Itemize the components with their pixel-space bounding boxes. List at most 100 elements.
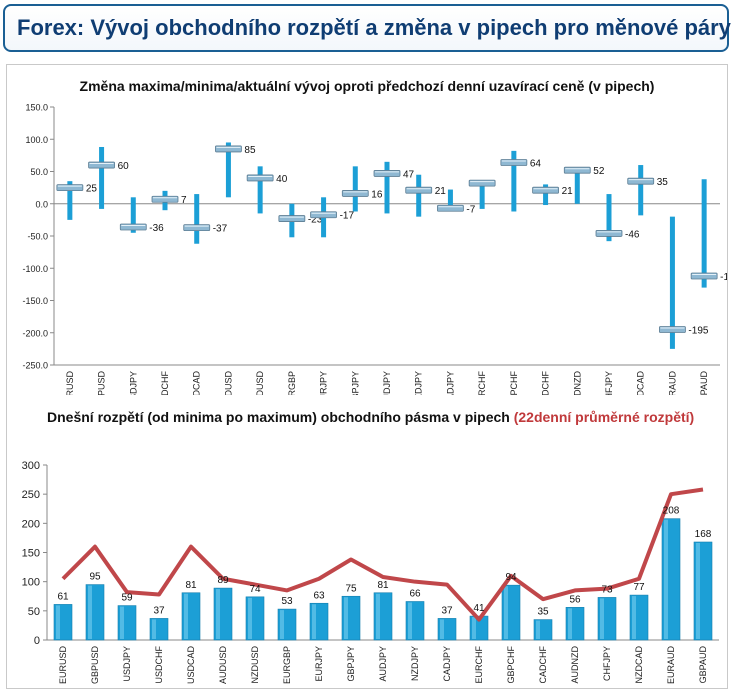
chart2-bar-highlight [536, 620, 540, 639]
chart2-bar-highlight [664, 519, 668, 639]
chart2-bar-highlight [184, 593, 188, 639]
chart1-data-label: -17 [340, 211, 355, 222]
chart1-range-bar [257, 166, 263, 214]
chart2-title-average: (22denní průměrné rozpětí) [514, 409, 694, 425]
chart2-x-tick-label: USDCAD [186, 646, 196, 685]
chart1-x-tick-label: GBPJPY [350, 371, 360, 395]
chart2-data-label: 81 [377, 580, 389, 591]
chart2-x-tick-label: GBPCHF [506, 646, 516, 684]
chart2-x-tick-label: CADCHF [538, 645, 548, 683]
chart1-current-marker [88, 161, 115, 169]
chart1-x-tick-label: NZDUSD [255, 371, 265, 395]
chart1-current-marker [563, 166, 591, 174]
page-title: Forex: Vývoj obchodního rozpětí a změna … [17, 15, 731, 40]
chart2-data-label: 74 [249, 584, 261, 595]
chart1-current-marker [437, 204, 464, 212]
chart2-data-label: 56 [569, 594, 581, 605]
chart2-y-tick-label: 0 [34, 635, 40, 647]
chart2-data-label: 41 [473, 603, 485, 614]
chart2-x-tick-label: EURGBP [282, 646, 292, 684]
chart1-current-marker [690, 272, 718, 280]
chart1-current-marker [341, 190, 369, 197]
chart1-current-marker [659, 326, 686, 333]
chart1-data-label: 7 [181, 195, 187, 206]
chart2-y-tick-label: 300 [22, 460, 40, 472]
chart2-x-tick-label: AUDNZD [570, 646, 580, 684]
chart2-x-tick-label: CADJPY [442, 646, 452, 682]
chart2-x-tick-label: USDCHF [154, 645, 164, 683]
chart2-title: Dnešní rozpětí (od minima po maximum) ob… [47, 409, 694, 425]
chart2-data-label: 89 [217, 575, 229, 586]
chart2-x-tick-label: GBPAUD [698, 646, 708, 684]
chart2-x-tick-label: CHFJPY [602, 646, 612, 681]
chart2-bar-highlight [408, 602, 412, 639]
chart2-data-label: 168 [695, 529, 712, 540]
chart1-current-marker [215, 145, 242, 153]
chart1-title: Změna maxima/minima/aktuální vývoj oprot… [80, 78, 655, 94]
chart1-current-marker [373, 170, 401, 177]
chart2-y-tick-label: 150 [22, 548, 40, 560]
chart2-bar-highlight [440, 619, 444, 639]
chart2-x-tick-label: GBPJPY [346, 646, 356, 682]
chart2-bar-highlight [88, 585, 92, 639]
chart1-data-label: 47 [403, 169, 415, 180]
chart1-current-marker [405, 186, 433, 194]
chart2-bar-highlight [632, 596, 636, 639]
chart2-bar-highlight [344, 597, 348, 639]
chart1-range-bar [543, 184, 549, 206]
chart1-y-tick-label: -250.0 [22, 361, 48, 371]
chart2-x-tick-label: AUDUSD [218, 646, 228, 685]
chart2-x-tick-label: NZDUSD [250, 646, 260, 684]
chart2-bar-highlight [280, 610, 284, 639]
chart1-y-tick-label: 150.0 [25, 103, 48, 113]
chart1-current-marker [532, 186, 559, 194]
chart2-data-label: 95 [89, 572, 101, 583]
chart2-data-label: 37 [153, 605, 165, 616]
chart1-data-label: 21 [562, 186, 574, 197]
chart1-y-tick-label: 100.0 [25, 135, 48, 145]
chart1-current-marker [246, 174, 274, 182]
chart2-x-tick-label: EURUSD [58, 646, 68, 685]
chart1-range-bar [669, 216, 675, 349]
chart1-x-tick-label: EURCHF [477, 370, 487, 395]
chart2-x-tick-label: USDJPY [122, 646, 132, 682]
chart1-range-bar [384, 161, 390, 214]
chart2-y-tick-label: 250 [22, 489, 40, 501]
chart2-data-label: 63 [313, 590, 325, 601]
chart2-data-label: 73 [601, 584, 613, 595]
chart1-current-marker [151, 195, 179, 203]
chart2-bar-highlight [216, 589, 220, 639]
chart2-y-tick-label: 50 [28, 606, 40, 618]
chart2-x-tick-label: EURCHF [474, 645, 484, 683]
chart1-x-tick-label: NZDCAD [636, 371, 646, 395]
chart1-current-marker [500, 159, 528, 166]
chart1-current-marker [119, 223, 147, 231]
chart2-bar-highlight [376, 593, 380, 639]
chart1-range-bar [606, 194, 612, 242]
chart1-data-label: 52 [593, 166, 605, 177]
chart1-x-tick-label: USDJPY [128, 371, 138, 395]
chart1-current-marker [595, 230, 623, 237]
chart2-data-label: 208 [663, 506, 680, 517]
chart1-data-label: -23 [308, 215, 323, 226]
chart1-data-label: -37 [213, 224, 228, 235]
chart1-data-label: 60 [118, 161, 130, 172]
chart1-range-bar [479, 183, 485, 209]
chart2-x-tick-label: EURJPY [314, 646, 324, 682]
chart2-average-line [61, 487, 704, 622]
chart1-range-bar [701, 179, 707, 288]
chart1-data-label: 85 [244, 145, 256, 156]
chart2-bar-highlight [56, 605, 60, 639]
chart2-y-tick-label: 100 [22, 577, 40, 589]
chart1-data-label: 21 [435, 186, 447, 197]
chart2-bar-highlight [600, 598, 604, 639]
chart1-x-tick-label: GBPUSD [97, 371, 107, 395]
chart1-data-label: -7 [466, 204, 475, 215]
chart1-y-tick-label: -200.0 [22, 328, 48, 338]
chart1-current-marker [56, 184, 84, 192]
chart1-y-tick-label: -50.0 [27, 232, 48, 242]
chart1-data-label: -112 [720, 272, 727, 283]
chart1-current-marker [627, 177, 655, 185]
chart2-bar-highlight [472, 617, 476, 639]
chart1-x-tick-label: GBPCHF [509, 371, 519, 395]
